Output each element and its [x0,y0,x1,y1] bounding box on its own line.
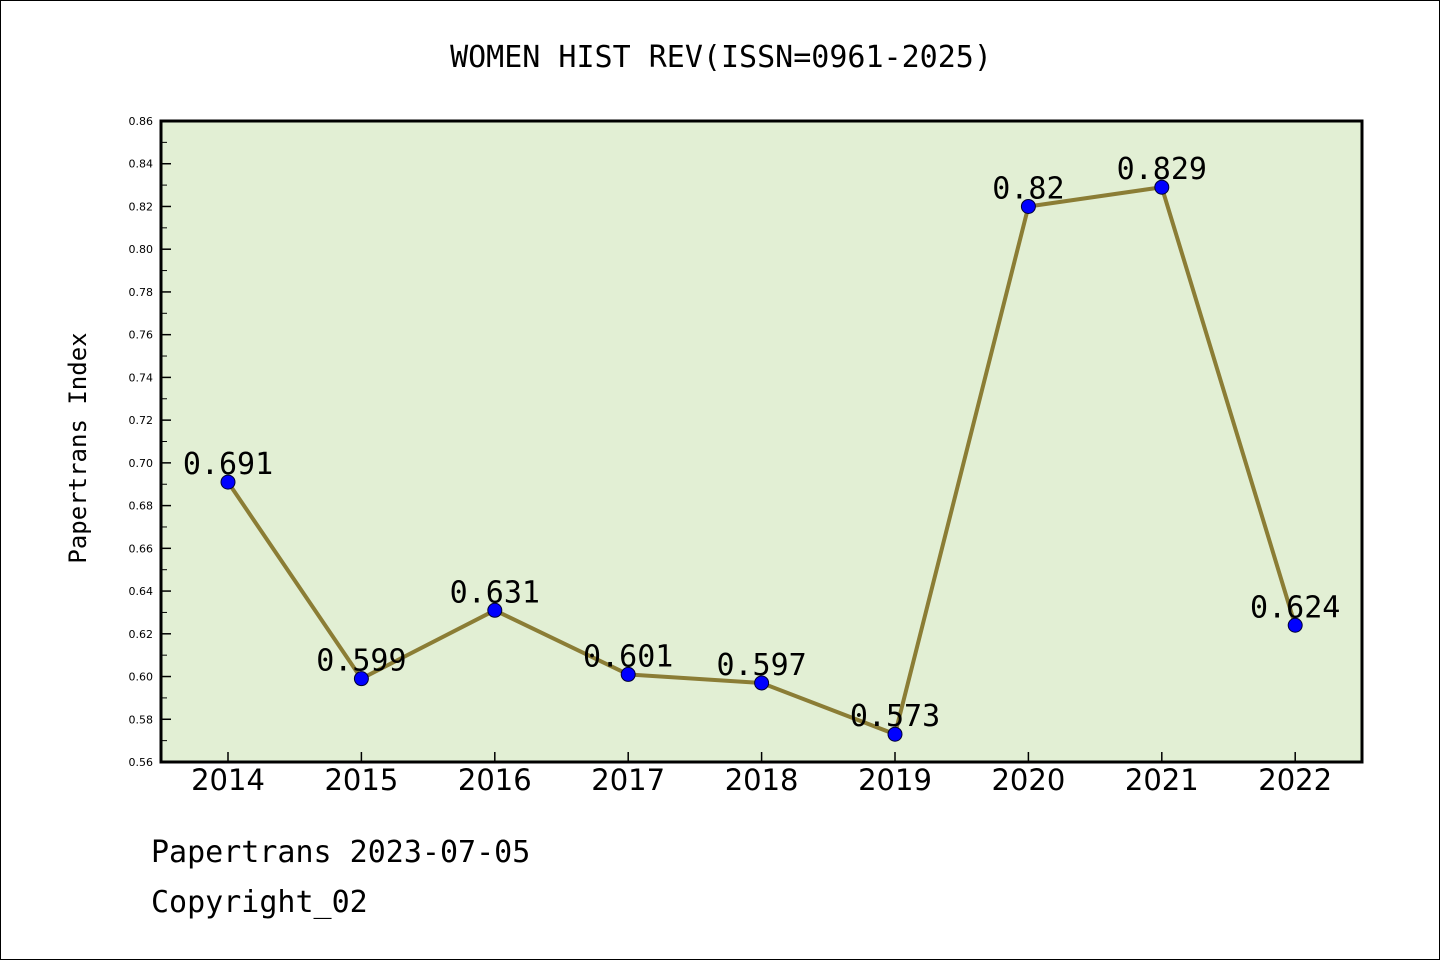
x-axis: 2014 2015 2016 2017 2018 2019 2020 2021 2022 [191,752,1332,797]
data-label: 0.624 [1250,590,1340,625]
y-tick-label: 0.72 [129,414,154,427]
data-point [220,474,236,490]
y-tick-label: 0.56 [129,756,154,769]
x-tick-label: 2020 [991,763,1065,797]
x-tick-label: 2015 [324,763,398,797]
x-tick-label: 2014 [191,763,265,797]
x-tick-label: 2018 [725,763,799,797]
y-axis-label: Papertrans Index [64,332,92,563]
x-tick-label: 2019 [858,763,932,797]
data-label: 0.599 [316,644,406,679]
footer-date: Papertrans 2023-07-05 [151,835,531,870]
data-point [887,726,903,742]
y-tick-label: 0.80 [129,243,154,256]
data-label: 0.829 [1117,152,1207,187]
footer-copyright: Copyright_02 [151,885,368,920]
y-tick-label: 0.64 [129,585,154,598]
y-tick-label: 0.84 [129,158,154,171]
y-tick-label: 0.60 [129,671,154,684]
x-tick-label: 2017 [591,763,665,797]
x-tick-label: 2021 [1125,763,1199,797]
y-tick-label: 0.62 [129,628,154,641]
data-label: 0.597 [716,648,806,683]
chart-title: WOMEN HIST REV(ISSN=0961-2025) [450,40,992,75]
x-tick-label: 2022 [1258,763,1332,797]
y-tick-label: 0.68 [129,500,154,513]
y-tick-label: 0.86 [129,115,154,128]
data-label: 0.691 [183,447,273,482]
data-point [487,602,503,618]
y-axis: 0.56 0.58 0.60 0.62 0.64 0.66 0.68 0.70 0.72 0.74… [129,115,171,769]
series-markers [220,179,1303,742]
plot-area [159,119,1364,764]
y-tick-label: 0.82 [129,200,154,213]
y-tick-label: 0.76 [129,329,154,342]
data-label: 0.631 [450,575,540,610]
data-point [1287,617,1303,633]
y-tick-label: 0.66 [129,542,154,555]
data-point [1020,198,1036,214]
data-label: 0.601 [583,639,673,674]
data-point [353,671,369,687]
y-tick-label: 0.70 [129,457,154,470]
data-point [754,675,770,691]
y-tick-label: 0.74 [129,371,154,384]
x-tick-label: 2016 [458,763,532,797]
data-label: 0.573 [850,699,940,734]
data-labels: 0.691 0.599 0.631 0.601 0.597 0.573 0.82 0.829 0… [183,152,1341,734]
data-point [1154,179,1170,195]
y-tick-label: 0.58 [129,713,154,726]
data-point [620,666,636,682]
y-tick-label: 0.78 [129,286,154,299]
data-label: 0.82 [992,171,1064,206]
